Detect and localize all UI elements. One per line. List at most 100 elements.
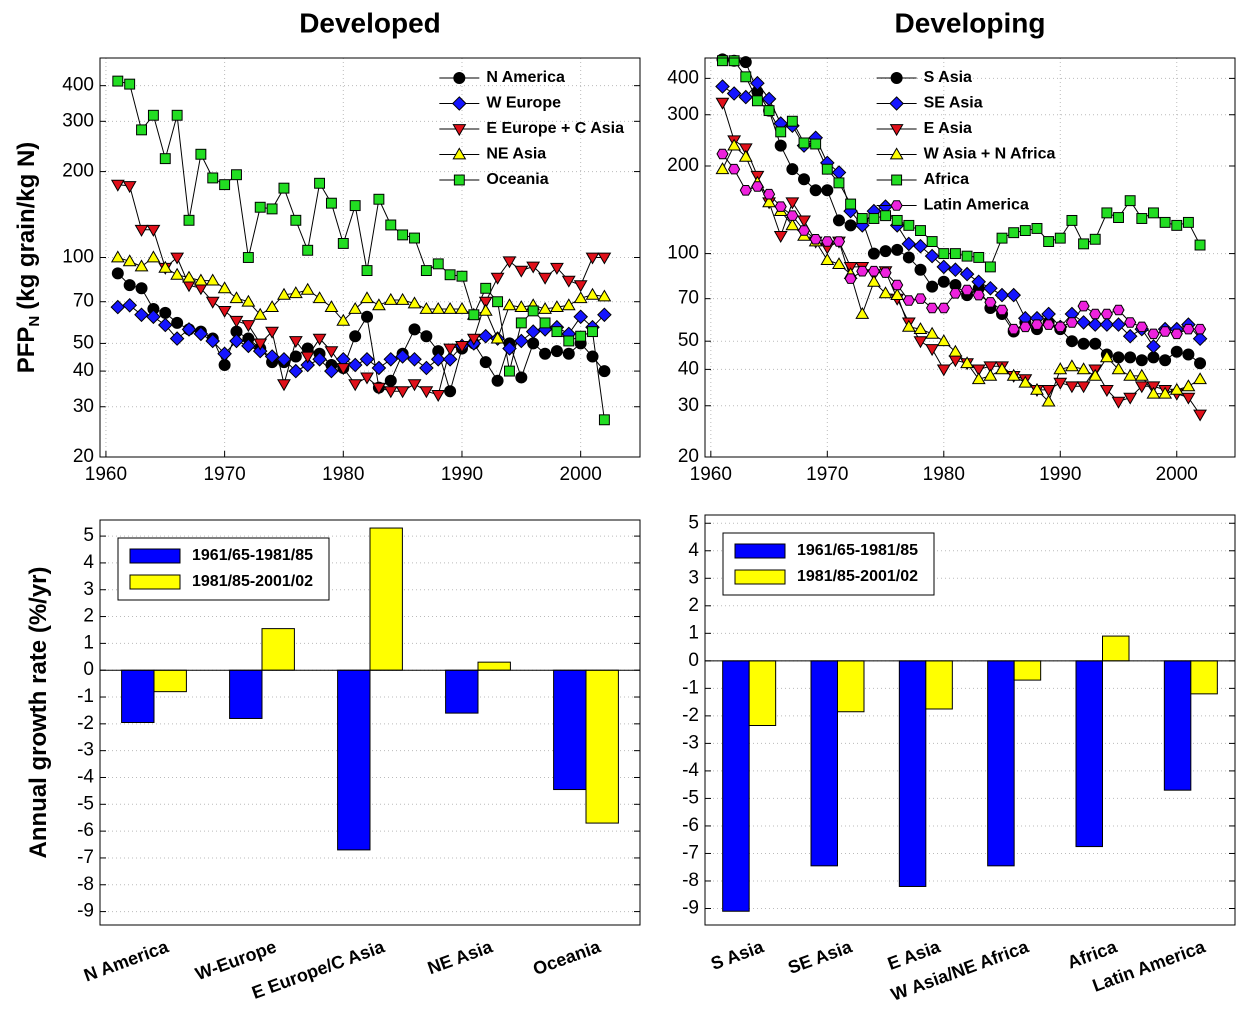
bar <box>153 669 187 693</box>
data-point <box>1123 392 1138 405</box>
data-point <box>1101 207 1113 219</box>
data-point <box>383 386 398 399</box>
data-point <box>419 360 434 376</box>
data-point <box>716 148 729 160</box>
x-tick-label: N America <box>81 936 172 985</box>
data-point <box>373 193 385 205</box>
data-point <box>585 287 600 300</box>
data-point <box>170 252 185 265</box>
y-tick-label: -5 <box>682 787 699 808</box>
data-point <box>124 78 136 90</box>
legend-box <box>117 537 330 601</box>
data-point <box>336 363 351 376</box>
data-point <box>277 287 291 300</box>
data-point <box>573 280 588 293</box>
y-tick-label: 5 <box>83 525 94 546</box>
data-point <box>915 225 926 236</box>
data-point <box>252 343 268 359</box>
data-point <box>785 218 800 231</box>
data-point <box>1100 308 1113 320</box>
data-point <box>786 115 798 127</box>
data-point <box>1124 351 1137 364</box>
data-point <box>573 309 589 325</box>
data-point <box>349 330 362 343</box>
data-point <box>1087 317 1103 332</box>
data-point <box>598 414 610 426</box>
data-point <box>880 210 891 222</box>
data-point <box>891 243 904 256</box>
legend-marker <box>890 200 903 211</box>
data-point <box>551 326 563 338</box>
x-tick-label: 1960 <box>690 464 732 485</box>
data-point <box>1111 396 1126 409</box>
bar <box>261 628 295 671</box>
data-point <box>1146 339 1161 354</box>
data-point <box>879 267 892 278</box>
data-point <box>809 234 822 245</box>
data-point <box>1077 337 1090 350</box>
y-tick-label: 400 <box>62 75 94 96</box>
data-point <box>797 215 811 228</box>
x-tick-label: Oceania <box>530 936 604 979</box>
data-point <box>502 298 517 311</box>
data-point <box>1182 216 1194 228</box>
y-axis-label-main: PFP <box>13 327 40 374</box>
legend-swatch <box>129 574 181 590</box>
data-point <box>1030 382 1044 395</box>
data-point <box>183 214 195 226</box>
data-point <box>937 275 950 288</box>
data-point <box>1136 213 1148 224</box>
y-tick-label: 40 <box>678 358 699 379</box>
legend-marker <box>889 124 904 137</box>
data-point <box>1099 317 1115 332</box>
data-point <box>728 163 741 175</box>
data-point <box>1042 319 1055 330</box>
data-point <box>539 317 551 329</box>
data-point <box>456 270 468 282</box>
data-point <box>936 334 951 347</box>
data-point <box>1147 328 1160 340</box>
data-point <box>1181 392 1196 405</box>
data-point <box>229 291 244 304</box>
data-point <box>171 316 184 329</box>
legend-marker <box>452 124 467 137</box>
y-tick-label: -4 <box>77 766 94 787</box>
data-point <box>395 386 410 399</box>
data-point <box>241 320 256 333</box>
data-point <box>961 284 974 296</box>
data-point <box>1007 323 1020 335</box>
y-axis-label-sub: N <box>26 316 43 327</box>
data-point <box>926 236 938 247</box>
data-point <box>936 364 951 377</box>
data-point <box>937 302 950 314</box>
plot-area <box>100 58 640 457</box>
data-point <box>878 286 893 299</box>
data-point <box>821 184 834 197</box>
data-point <box>575 330 587 342</box>
data-point <box>832 214 845 227</box>
x-tick-label: SE Asia <box>785 936 855 978</box>
data-point <box>288 286 303 299</box>
legend-label: N America <box>486 69 565 86</box>
data-point <box>1182 348 1195 361</box>
data-point <box>914 293 927 304</box>
data-point <box>856 213 868 224</box>
data-point <box>1124 317 1137 328</box>
data-point <box>538 272 552 285</box>
y-axis-label-unit: (kg grain/kg N) <box>13 142 40 310</box>
data-point <box>431 302 446 314</box>
bar <box>1190 660 1218 695</box>
data-point <box>868 213 880 224</box>
data-point <box>994 287 1010 303</box>
data-point <box>157 317 173 333</box>
data-point <box>122 297 138 313</box>
data-point <box>430 351 446 367</box>
data-point <box>195 148 207 160</box>
y-tick-label: 70 <box>678 288 699 309</box>
data-point <box>478 328 494 344</box>
data-point <box>973 251 985 263</box>
data-point <box>361 310 374 323</box>
data-point <box>360 372 374 385</box>
data-point <box>1076 315 1091 330</box>
data-point <box>347 357 363 373</box>
